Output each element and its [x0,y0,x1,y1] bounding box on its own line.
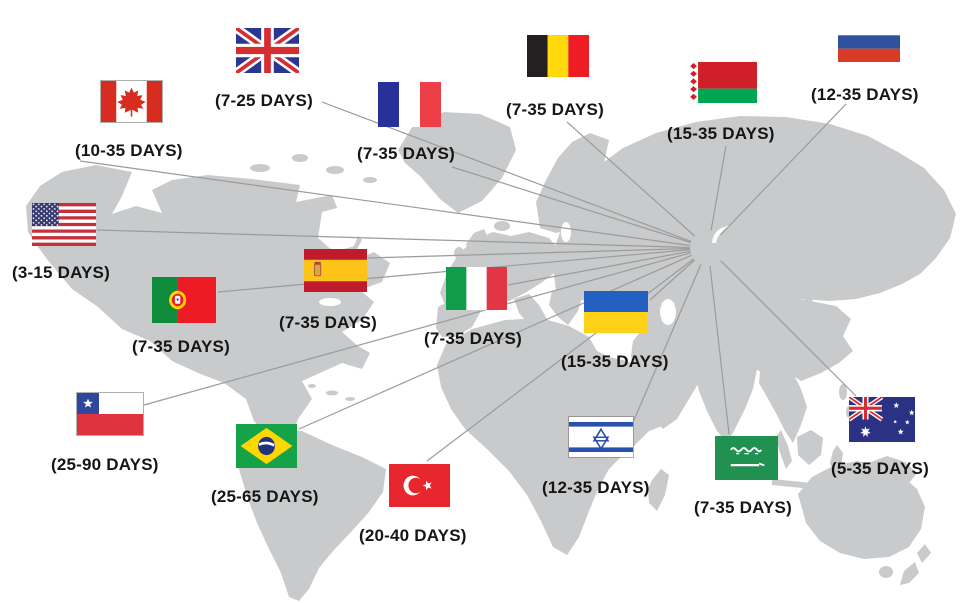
ukraine-days-label: (15-35 DAYS) [561,352,669,371]
italy-days-label: (7-35 DAYS) [424,329,522,348]
saudi-arabia-flag [715,436,778,480]
chile-days-label: (25-90 DAYS) [51,455,159,474]
chile-flag [77,393,143,435]
turkey-route-line [426,258,695,462]
italy-route-line [507,250,691,286]
saudi-arabia-route-line [709,265,730,435]
belgium-days-label: (7-35 DAYS) [506,100,604,119]
route-lines [79,101,857,462]
belgium-flag [527,35,589,77]
israel-days-label: (12-35 DAYS) [542,478,650,497]
ukraine-route-line [649,259,696,301]
ukraine-flag [584,291,648,333]
belarus-days-label: (15-35 DAYS) [667,124,775,143]
canada-flag [101,81,162,122]
brazil-days-label: (25-65 DAYS) [211,487,319,506]
spain-route-line [367,247,691,259]
russia-days-label: (12-35 DAYS) [811,85,919,104]
uk-days-label: (7-25 DAYS) [215,91,313,110]
chile-route-line [143,252,691,406]
brazil-flag [236,424,297,468]
usa-days-label: (3-15 DAYS) [12,263,110,282]
israel-flag [569,417,633,457]
hub-marker [712,226,729,243]
belarus-route-line [710,145,727,231]
brazil-route-line [298,254,692,430]
spain-flag [304,249,367,292]
usa-route-line [96,229,691,249]
canada-days-label: (10-35 DAYS) [75,141,183,160]
portugal-flag [152,277,216,323]
france-route-line [451,166,691,244]
belgium-route-line [566,121,695,237]
spain-days-label: (7-35 DAYS) [279,313,377,332]
australia-flag [849,397,915,442]
turkey-flag [389,464,450,507]
israel-route-line [633,264,702,421]
turkey-days-label: (20-40 DAYS) [359,526,467,545]
australia-route-line [720,260,857,397]
russia-flag [838,22,900,62]
russia-route-line [720,103,847,236]
australia-days-label: (5-35 DAYS) [831,459,929,478]
saudi-arabia-days-label: (7-35 DAYS) [694,498,792,517]
france-days-label: (7-35 DAYS) [357,144,455,163]
portugal-days-label: (7-35 DAYS) [132,337,230,356]
uk-flag [236,28,299,73]
italy-flag [446,267,507,310]
belarus-flag [689,62,757,103]
canada-route-line [79,160,691,247]
usa-flag [32,203,96,246]
france-flag [378,82,441,127]
world-map [26,112,956,601]
